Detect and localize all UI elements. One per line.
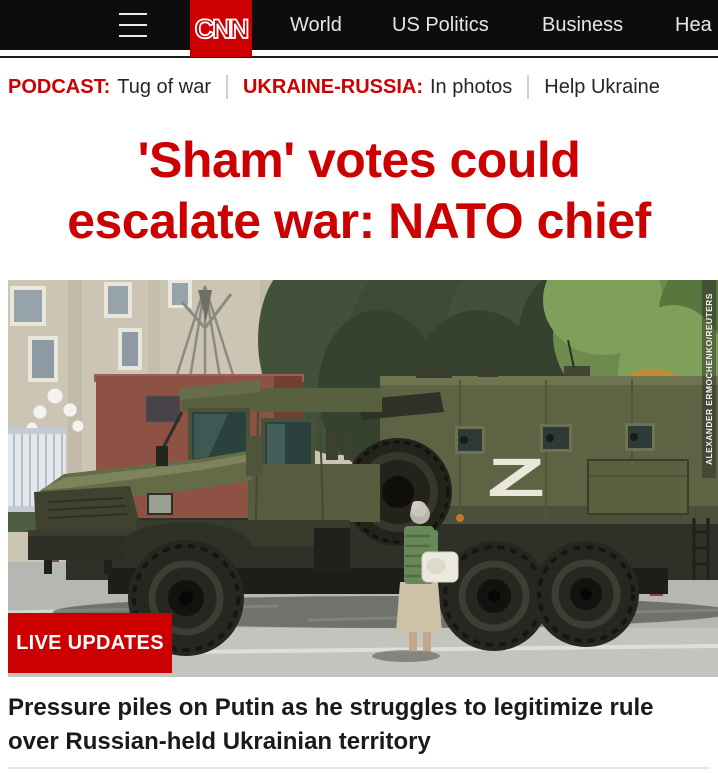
z-marking: Z: [487, 448, 545, 508]
topic-value: Tug of war: [117, 75, 211, 98]
header-divider: [0, 56, 718, 58]
truck-wheels: [128, 540, 639, 656]
woman-pedestrian: [372, 501, 459, 662]
main-headline[interactable]: 'Sham' votes could escalate war: NATO ch…: [2, 130, 716, 254]
topic-separator: [225, 75, 228, 99]
storage-box: [587, 459, 689, 515]
cnn-logo-icon: CNN: [194, 13, 251, 45]
topic-link-ukraine-russia[interactable]: UKRAINE-RUSSIA: In photos: [243, 76, 512, 99]
shopping-bag: [421, 551, 459, 583]
photo-credit: ALEXANDER ERMOCHENKO/REUTERS: [702, 280, 716, 478]
hamburger-icon: [119, 13, 147, 15]
headline-line-2: escalate war: NATO chief: [67, 193, 651, 249]
story-title-link[interactable]: Pressure piles on Putin as he struggles …: [8, 691, 710, 759]
truck-windows: [455, 423, 655, 454]
topic-link-podcast[interactable]: PODCAST: Tug of war: [8, 76, 211, 99]
menu-button[interactable]: [119, 13, 147, 37]
cnn-logo[interactable]: CNN: [190, 0, 252, 57]
nav-item-health[interactable]: Hea: [675, 14, 712, 36]
topic-value: Help Ukraine: [544, 75, 660, 98]
topic-separator: [527, 75, 530, 99]
live-updates-badge[interactable]: LIVE UPDATES: [8, 613, 172, 673]
story-title-line-1: Pressure piles on Putin as he struggles …: [8, 694, 654, 721]
nav-item-world[interactable]: World: [290, 14, 342, 36]
bottom-divider: [8, 767, 710, 769]
topic-link-help-ukraine[interactable]: Help Ukraine: [544, 76, 660, 99]
svg-text:CNN: CNN: [195, 14, 248, 44]
nav-item-us-politics[interactable]: US Politics: [392, 14, 489, 36]
nav-item-business[interactable]: Business: [542, 14, 624, 36]
topic-value: In photos: [429, 75, 513, 98]
top-nav-bar: CNN World US Politics Business Hea: [0, 0, 718, 57]
hero-photo-scene: Z: [8, 280, 718, 677]
story-title-line-2: over Russian-held Ukrainian territory: [8, 728, 431, 755]
military-truck: Z: [28, 339, 718, 656]
headline-line-1: 'Sham' votes could: [137, 132, 581, 188]
topic-label: PODCAST:: [8, 75, 111, 98]
topic-bar: PODCAST: Tug of war UKRAINE-RUSSIA: In p…: [0, 64, 718, 110]
topic-label: UKRAINE-RUSSIA:: [242, 75, 423, 98]
hero-photo[interactable]: Z: [8, 280, 718, 677]
header-gap: [0, 50, 718, 56]
